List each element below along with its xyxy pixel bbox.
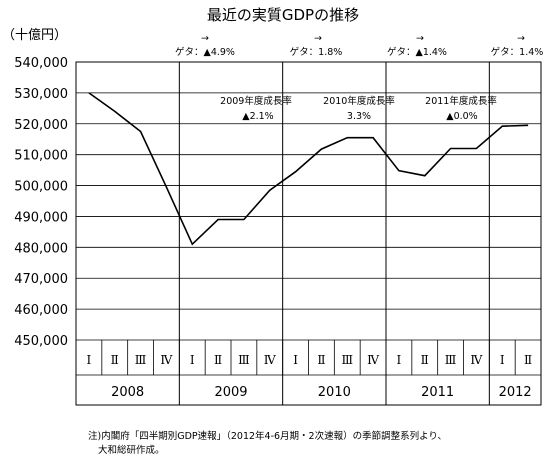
quarter-label: Ⅲ (135, 353, 147, 367)
quarter-label: Ⅳ (367, 353, 380, 367)
quarter-label: Ⅱ (317, 353, 325, 367)
chart-title: 最近の実質GDPの推移 (207, 6, 359, 24)
quarter-label: Ⅲ (341, 353, 353, 367)
quarter-label: Ⅳ (470, 353, 483, 367)
y-tick-label: 530,000 (14, 87, 68, 102)
quarter-label: Ⅰ (190, 353, 195, 367)
quarter-label: Ⅲ (238, 353, 250, 367)
growth-label-title: 2009年度成長率 (220, 95, 292, 107)
getta-arrow: → (201, 33, 209, 44)
getta-arrow: → (314, 33, 322, 44)
y-unit-label: （十億円） (2, 27, 67, 43)
quarter-label: Ⅰ (293, 353, 298, 367)
growth-label-value: ▲0.0% (446, 111, 477, 122)
getta-label: ゲタ：▲1.4% (387, 46, 447, 58)
y-tick-label: 480,000 (14, 241, 68, 256)
y-tick-label: 510,000 (14, 149, 68, 164)
plot-area: 540,000 530,000 520,000 510,000 500,000 490,0… (14, 56, 542, 406)
gdp-series-line (88, 92, 529, 246)
growth-label-value: ▲2.1% (242, 111, 273, 122)
getta-arrow: → (416, 33, 424, 44)
footnote-line-2: 大和総研作成。 (98, 444, 165, 456)
quarter-label: Ⅰ (500, 353, 505, 367)
footnote-line-1: 注)内閣府「四半期別GDP速報」（2012年4-6月期・2次速報）の季節調整系列… (88, 430, 447, 442)
quarter-label: Ⅰ (397, 353, 402, 367)
growth-label-title: 2010年度成長率 (323, 95, 395, 107)
quarter-label: Ⅰ (87, 353, 92, 367)
y-tick-label: 540,000 (14, 56, 68, 71)
year-label: 2012 (499, 385, 532, 400)
y-tick-label: 450,000 (14, 334, 68, 349)
getta-label: ゲタ：1.4% (491, 46, 544, 58)
year-label: 2010 (318, 385, 351, 400)
y-tick-label: 520,000 (14, 118, 68, 133)
growth-label-title: 2011年度成長率 (425, 95, 497, 107)
year-label: 2011 (421, 385, 454, 400)
y-tick-label: 500,000 (14, 180, 68, 195)
getta-label: ゲタ：1.8% (290, 46, 343, 58)
quarter-label: Ⅲ (445, 353, 457, 367)
getta-label: ゲタ：▲4.9% (175, 46, 235, 58)
plot-frame (75, 61, 542, 406)
getta-annotations: → ゲタ：▲4.9% → ゲタ：1.8% → ゲタ：▲1.4% → ゲタ：1.4… (175, 33, 543, 58)
quarter-label: Ⅱ (524, 353, 532, 367)
quarter-label: Ⅳ (160, 353, 173, 367)
growth-label-value: 3.3% (347, 111, 371, 122)
quarter-label: Ⅳ (264, 353, 277, 367)
y-tick-label: 470,000 (14, 272, 68, 287)
quarter-label: Ⅱ (214, 353, 222, 367)
growth-labels: 2009年度成長率 ▲2.1% 2010年度成長率 3.3% 2011年度成長率… (220, 95, 497, 122)
getta-arrow: → (517, 33, 525, 44)
y-tick-label: 460,000 (14, 303, 68, 318)
quarter-label: Ⅱ (111, 353, 119, 367)
year-label: 2008 (111, 385, 144, 400)
y-tick-label: 490,000 (14, 210, 68, 225)
quarter-label: Ⅱ (421, 353, 429, 367)
year-label: 2009 (214, 385, 247, 400)
